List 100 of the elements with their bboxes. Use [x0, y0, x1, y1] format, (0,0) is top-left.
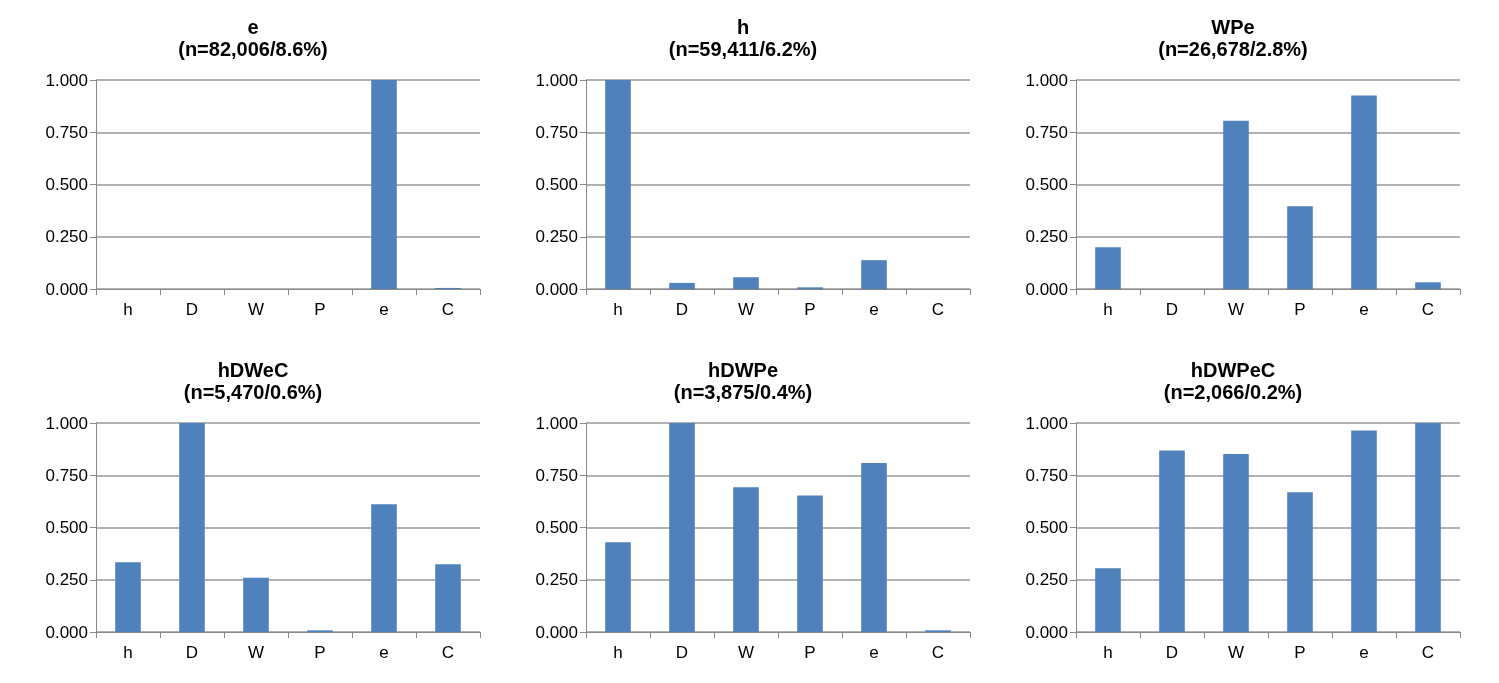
x-tick-label: D: [1165, 300, 1179, 319]
bar: [1095, 568, 1121, 632]
y-tick-label: 0.500: [45, 175, 88, 194]
x-tick-label: C: [931, 300, 945, 319]
y-tick-label: 0.000: [45, 279, 88, 299]
y-tick-label: 0.750: [535, 465, 578, 485]
x-tick-label: P: [314, 643, 326, 662]
y-tick-label: 1.000: [535, 70, 578, 90]
chart-title: hDWPeC: [1190, 359, 1276, 381]
y-tick-label: 1.000: [45, 70, 88, 90]
x-tick-label: P: [1294, 643, 1306, 662]
y-tick-label: 0.250: [1025, 227, 1068, 247]
chart-title: e: [247, 16, 259, 38]
x-tick-label: h: [123, 300, 133, 319]
bar: [115, 562, 141, 632]
y-tick-label: 1.000: [535, 413, 578, 433]
x-tick-label: W: [1227, 643, 1245, 662]
y-tick-label: 0.500: [535, 175, 578, 194]
x-tick-label: h: [1103, 300, 1113, 319]
y-tick-label: 0.750: [45, 465, 88, 485]
x-tick-label: W: [247, 643, 265, 662]
bar: [1287, 206, 1313, 289]
y-tick-label: 0.500: [1025, 518, 1068, 537]
x-tick-label: e: [869, 300, 879, 319]
bar: [605, 542, 631, 632]
bar: [1415, 423, 1441, 632]
bar: [861, 462, 887, 632]
bar: [243, 577, 269, 632]
y-tick-label: 0.000: [535, 622, 578, 642]
y-tick-label: 0.250: [535, 227, 578, 247]
x-tick-label: h: [613, 300, 623, 319]
chart-subtitle: (n=82,006/8.6%): [178, 38, 328, 60]
chart-subtitle: (n=26,678/2.8%): [1158, 38, 1308, 60]
bar: [1223, 120, 1249, 289]
chart-subtitle: (n=3,875/0.4%): [673, 381, 813, 403]
y-tick-label: 0.500: [45, 518, 88, 537]
y-tick-label: 0.000: [45, 622, 88, 642]
y-tick-label: 0.000: [535, 279, 578, 299]
x-tick-label: D: [1165, 643, 1179, 662]
bar: [733, 487, 759, 632]
bar: [605, 80, 631, 289]
y-tick-label: 0.250: [45, 570, 88, 590]
bar: [669, 282, 695, 289]
y-tick-label: 0.750: [1025, 465, 1068, 485]
y-tick-label: 0.250: [45, 227, 88, 247]
x-tick-label: e: [869, 643, 879, 662]
chart-title: hDWPe: [708, 359, 778, 381]
x-tick-label: W: [1227, 300, 1245, 319]
bar: [435, 564, 461, 632]
chart-title: hDWeC: [217, 359, 289, 381]
x-tick-label: C: [441, 300, 455, 319]
bar: [371, 504, 397, 632]
bar: [179, 423, 205, 632]
x-tick-label: e: [379, 300, 389, 319]
y-tick-label: 1.000: [45, 413, 88, 433]
y-tick-label: 0.750: [535, 122, 578, 142]
x-tick-label: D: [675, 643, 689, 662]
x-tick-label: D: [185, 643, 199, 662]
x-tick-label: C: [1421, 643, 1435, 662]
bar: [669, 423, 695, 632]
y-tick-label: 1.000: [1025, 413, 1068, 433]
x-tick-label: e: [1359, 300, 1369, 319]
x-tick-label: h: [613, 643, 623, 662]
x-tick-label: h: [1103, 643, 1113, 662]
bar: [1351, 95, 1377, 289]
x-tick-label: e: [1359, 643, 1369, 662]
x-tick-label: e: [379, 643, 389, 662]
bar: [861, 260, 887, 289]
x-tick-label: W: [737, 643, 755, 662]
bar: [1095, 247, 1121, 289]
x-tick-label: D: [675, 300, 689, 319]
bar: [1223, 453, 1249, 632]
y-tick-label: 0.000: [1025, 279, 1068, 299]
bar: [1351, 430, 1377, 632]
y-tick-label: 0.500: [535, 518, 578, 537]
x-tick-label: C: [931, 643, 945, 662]
chart-title: WPe: [1211, 16, 1255, 38]
bar: [1287, 492, 1313, 632]
x-tick-label: C: [441, 643, 455, 662]
y-tick-label: 0.750: [45, 122, 88, 142]
y-tick-label: 1.000: [1025, 70, 1068, 90]
x-tick-label: W: [247, 300, 265, 319]
x-tick-label: h: [123, 643, 133, 662]
y-tick-label: 0.000: [1025, 622, 1068, 642]
x-tick-label: D: [185, 300, 199, 319]
x-tick-label: P: [314, 300, 326, 319]
x-tick-label: P: [1294, 300, 1306, 319]
bar: [1415, 282, 1441, 289]
chart-title: h: [736, 16, 750, 38]
x-tick-label: P: [804, 643, 816, 662]
y-tick-label: 0.250: [1025, 570, 1068, 590]
x-tick-label: C: [1421, 300, 1435, 319]
bar: [1159, 450, 1185, 632]
y-tick-label: 0.750: [1025, 122, 1068, 142]
chart-subtitle: (n=5,470/0.6%): [183, 381, 323, 403]
bar: [797, 495, 823, 632]
x-tick-label: W: [737, 300, 755, 319]
y-tick-label: 0.500: [1025, 175, 1068, 194]
chart-subtitle: (n=2,066/0.2%): [1163, 381, 1303, 403]
chart-subtitle: (n=59,411/6.2%): [668, 38, 818, 60]
